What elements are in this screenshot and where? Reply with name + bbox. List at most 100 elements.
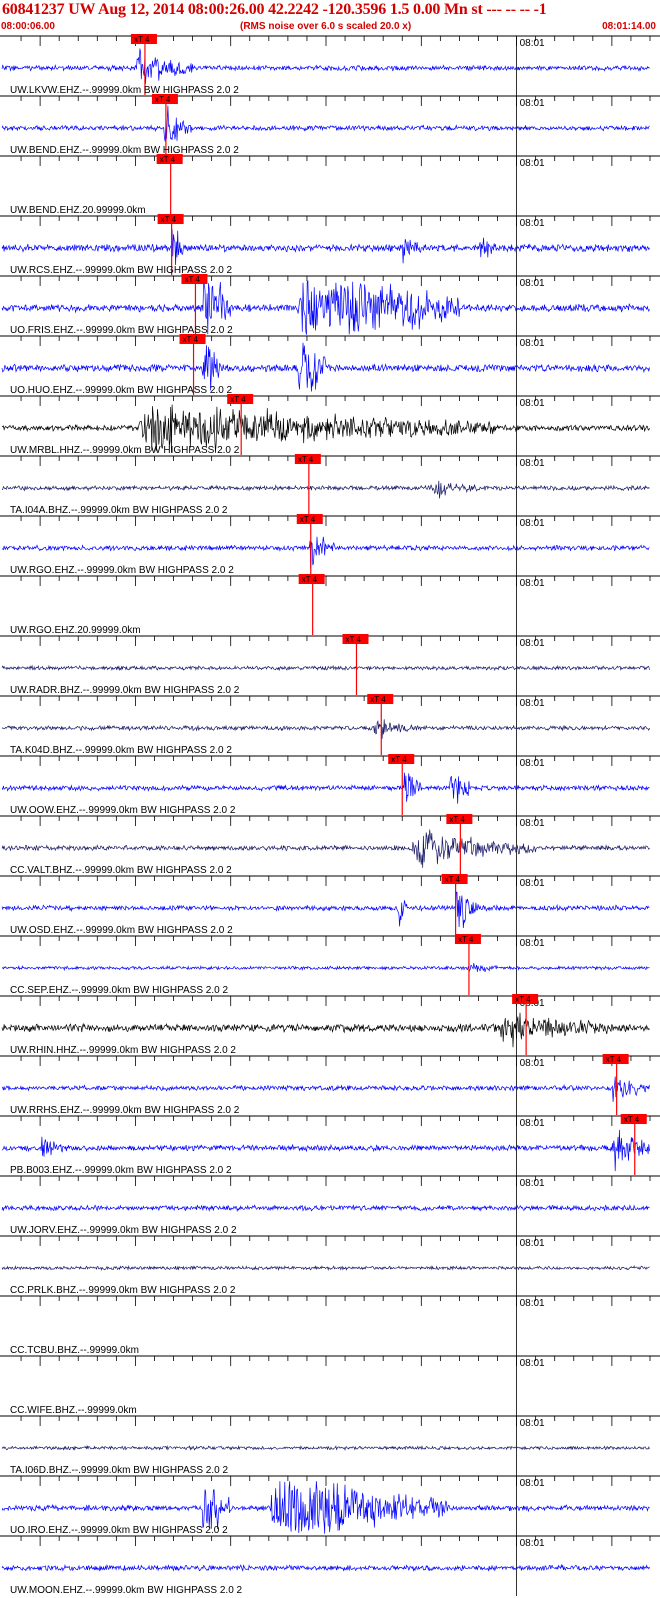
station-label: UW.RGO.EHZ.20.99999.0km (10, 625, 141, 636)
waveform (1, 664, 650, 672)
minute-label: 08:01 (520, 578, 545, 589)
minute-label: 08:01 (520, 638, 545, 649)
station-label: UO.HUO.EHZ.--.99999.0km BW HIGHPASS 2.0 … (10, 385, 233, 396)
minute-label: 08:01 (520, 98, 545, 109)
trace-panel: 08:01 xT 4 TA.K04D.BHZ.--.99999.0km BW HIG… (0, 694, 660, 756)
waveform (1, 404, 650, 453)
pick-label: xT 4 (449, 815, 465, 824)
minute-label: 08:01 (520, 458, 545, 469)
trace-panel: 08:01 xT 4 UW.BEND.EHZ.20.99999.0km (0, 154, 660, 216)
pick-label: xT 4 (184, 275, 200, 284)
station-label: UW.RHIN.HHZ.--.99999.0km BW HIGHPASS 2.0… (10, 1045, 236, 1056)
waveform (1, 719, 650, 739)
station-label: CC.TCBU.BHZ.--.99999.0km (10, 1345, 139, 1356)
pick-box (296, 514, 323, 524)
trace-panel: 08:01 TA.I06D.BHZ.--.99999.0km BW HIGHPAS… (0, 1415, 660, 1476)
pick-box (298, 574, 325, 584)
trace-panel: 08:01 xT 4 UW.RRHS.EHZ.--.99999.0km BW HIG… (0, 1054, 660, 1116)
trace-panel: 08:01 UO.IRO.EHZ.--.99999.0km BW HIGHPASS… (0, 1475, 660, 1536)
trace-panel: 08:01 xT 4 UO.HUO.EHZ.--.99999.0km BW HIGH… (0, 334, 660, 396)
station-label: UW.RADR.BHZ.--.99999.0km BW HIGHPASS 2.0… (10, 685, 240, 696)
trace-panel: 08:01 xT 4 UW.RGO.EHZ.20.99999.0km (0, 574, 660, 636)
pick-box (441, 874, 468, 884)
pick-label: xT 4 (606, 1055, 622, 1064)
pick-box (156, 154, 183, 164)
waveform (1, 536, 650, 568)
station-label: UW.OSD.EHZ.--.99999.0km BW HIGHPASS 2.0 … (10, 925, 233, 936)
minute-label: 08:01 (520, 1538, 545, 1549)
waveform (1, 1129, 650, 1172)
pick-box (157, 214, 184, 224)
pick-box (620, 1114, 647, 1124)
minute-label: 08:01 (520, 1358, 545, 1369)
minute-label: 08:01 (520, 818, 545, 829)
station-label: TA.I04A.BHZ.--.99999.0km BW HIGHPASS 2.0… (10, 505, 228, 516)
pick-label: xT 4 (230, 395, 246, 404)
minute-label: 08:01 (520, 218, 545, 229)
minute-label: 08:01 (520, 1238, 545, 1249)
trace-panel: 08:01 xT 4 TA.I04A.BHZ.--.99999.0km BW HIG… (0, 454, 660, 516)
waveform (1, 1204, 650, 1212)
pick-label: xT 4 (624, 1115, 640, 1124)
minute-label: 08:01 (520, 278, 545, 289)
waveform (1, 891, 650, 929)
rms-note: (RMS noise over 6.0 s scaled 20.0 x) (240, 21, 412, 32)
pick-label: xT 4 (160, 155, 176, 164)
trace-panel: 08:01 xT 4 CC.VALT.BHZ.--.99999.0km BW HIG… (0, 814, 660, 876)
station-label: CC.SEP.EHZ.--.99999.0km BW HIGHPASS 2.0 … (10, 985, 228, 996)
trace-panel: 08:01 xT 4 UW.OSD.EHZ.--.99999.0km BW HIGH… (0, 874, 660, 936)
pick-label: xT 4 (445, 875, 461, 884)
trace-panel: 08:01 UW.JORV.EHZ.--.99999.0km BW HIGHPAS… (0, 1175, 660, 1236)
pick-label: xT 4 (345, 635, 361, 644)
station-label: UW.RRHS.EHZ.--.99999.0km BW HIGHPASS 2.0… (10, 1105, 240, 1116)
station-label: UW.BEND.EHZ.20.99999.0km (10, 205, 146, 216)
trace-panel: 08:01 xT 4 UW.MRBL.HHZ.--.99999.0km BW HIG… (0, 394, 660, 456)
minute-label: 08:01 (520, 1058, 545, 1069)
pick-label: xT 4 (302, 575, 318, 584)
minute-label: 08:01 (520, 938, 545, 949)
minute-label: 08:01 (520, 878, 545, 889)
pick-label: xT 4 (298, 455, 314, 464)
start-time: 08:00:06.00 (1, 21, 55, 32)
trace-panel: 08:01 xT 4 UW.BEND.EHZ.--.99999.0km BW HIG… (0, 94, 660, 156)
pick-label: xT 4 (161, 215, 177, 224)
header: 60841237 UW Aug 12, 2014 08:00:26.00 42.… (0, 0, 660, 36)
station-label: TA.I06D.BHZ.--.99999.0km BW HIGHPASS 2.0… (10, 1465, 228, 1476)
waveform (1, 280, 650, 335)
station-label: UW.RCS.EHZ.--.99999.0km BW HIGHPASS 2.0 … (10, 265, 233, 276)
waveform (1, 1076, 650, 1102)
waveform (1, 1012, 650, 1048)
pick-label: xT 4 (134, 35, 150, 44)
waveform (1, 48, 650, 84)
pick-label: xT 4 (391, 755, 407, 764)
pick-box (602, 1054, 629, 1064)
pick-label: xT 4 (370, 695, 386, 704)
station-label: CC.WIFE.BHZ.--.99999.0km (10, 1405, 137, 1416)
station-label: CC.VALT.BHZ.--.99999.0km BW HIGHPASS 2.0… (10, 865, 232, 876)
waveform (1, 342, 650, 392)
waveform (1, 105, 650, 142)
waveform (1, 1264, 650, 1271)
pick-box (388, 754, 415, 764)
pick-box (151, 94, 178, 104)
pick-box (294, 454, 321, 464)
pick-box (367, 694, 394, 704)
trace-panel: 08:01 UW.MOON.EHZ.--.99999.0km BW HIGHPAS… (0, 1535, 660, 1596)
trace-panel: 08:01 CC.PRLK.BHZ.--.99999.0km BW HIGHPAS… (0, 1235, 660, 1296)
pick-label: xT 4 (458, 935, 474, 944)
pick-box (512, 994, 539, 1004)
minute-label: 08:01 (520, 1298, 545, 1309)
pick-label: xT 4 (515, 995, 531, 1004)
station-label: UW.MOON.EHZ.--.99999.0km BW HIGHPASS 2.0… (10, 1585, 243, 1596)
station-label: UW.OOW.EHZ.--.99999.0km BW HIGHPASS 2.0 … (10, 805, 236, 816)
station-label: UW.MRBL.HHZ.--.99999.0km BW HIGHPASS 2.0… (10, 445, 240, 456)
trace-panel: 08:01 xT 4 UW.LKVW.EHZ.--.99999.0km BW HIG… (0, 34, 660, 96)
minute-label: 08:01 (520, 338, 545, 349)
waveform (1, 1444, 650, 1451)
pick-box (179, 334, 206, 344)
pick-box (130, 34, 157, 44)
waveform (1, 229, 650, 266)
pick-box (446, 814, 473, 824)
